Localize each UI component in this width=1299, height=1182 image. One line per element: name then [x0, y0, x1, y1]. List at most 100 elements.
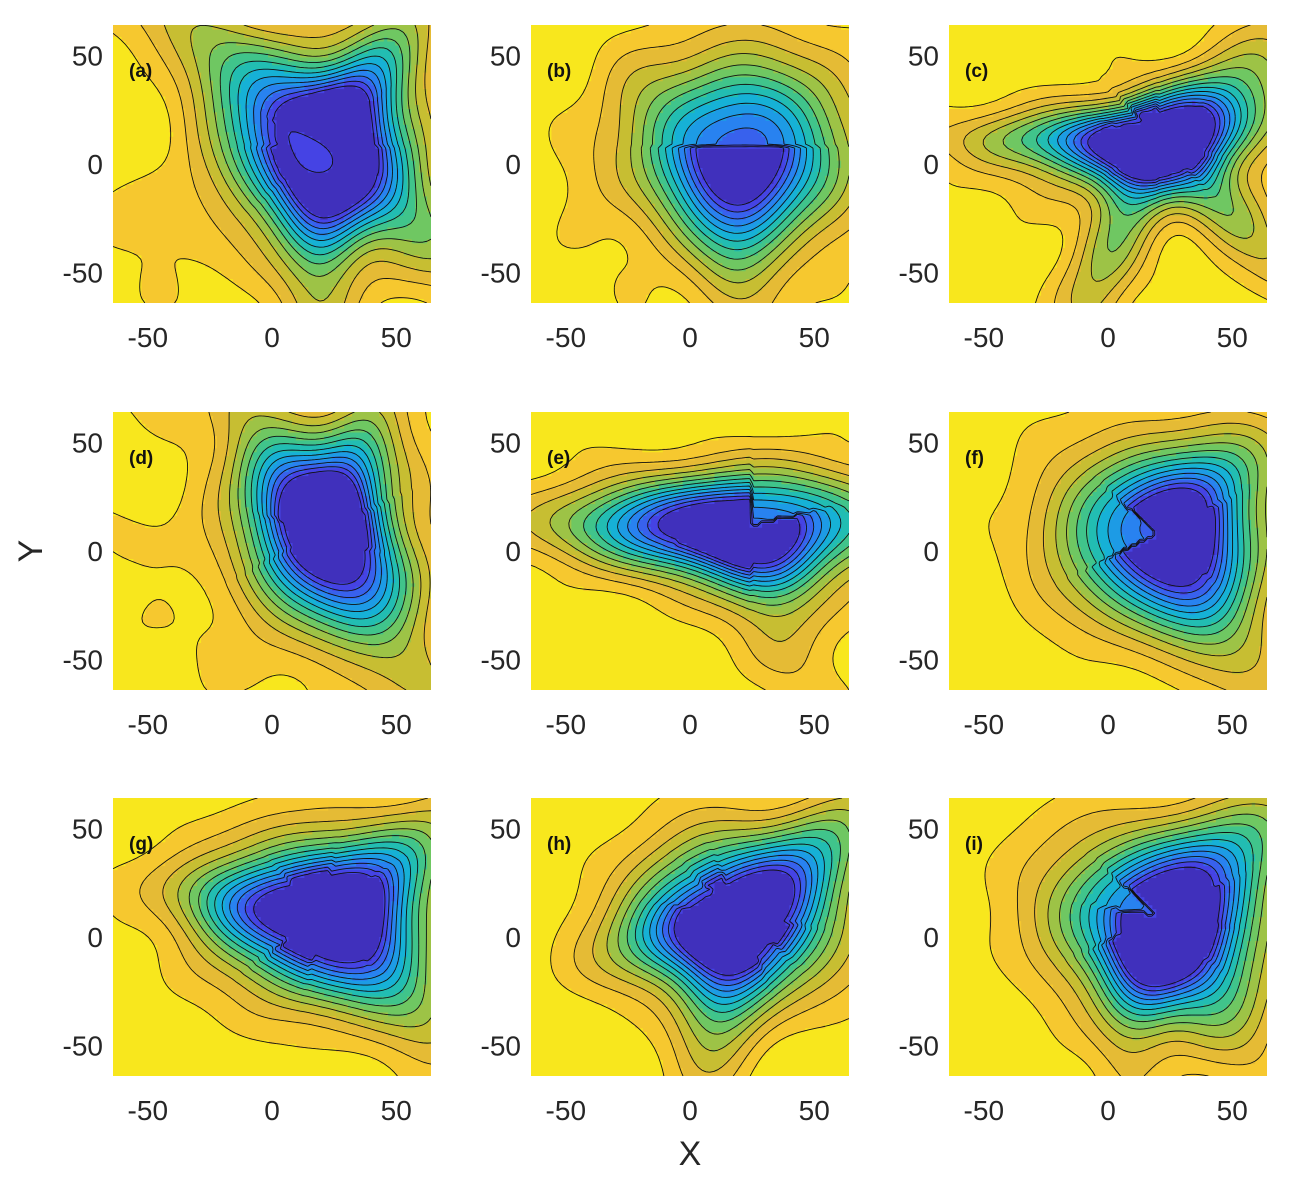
panel-label: (b): [547, 61, 571, 82]
x-tick-label: -50: [964, 1095, 1004, 1126]
contour-band: [594, 25, 849, 303]
contour-band: [618, 821, 849, 1033]
contour-band: [550, 463, 849, 616]
contour-band: [260, 451, 388, 612]
contour-band: [1044, 423, 1267, 675]
x-tick-label: -50: [964, 322, 1004, 353]
y-tick-label: -50: [481, 1031, 521, 1062]
contour-band: [634, 837, 834, 1014]
panel-label: (e): [547, 448, 570, 469]
x-tick-label: 50: [1217, 322, 1248, 353]
x-tick-label: 0: [682, 709, 698, 740]
contour-panel: (a) -50 0 50 -50 0 50: [63, 25, 431, 353]
x-tick-label: -50: [546, 322, 586, 353]
contour-band: [550, 25, 849, 303]
contour-panel: (h) -50 0 50 -50 0 50: [481, 798, 849, 1126]
x-tick-label: 0: [264, 709, 280, 740]
contour-band: [1036, 798, 1267, 1053]
contour-band: [686, 128, 794, 221]
y-tick-label: 50: [908, 40, 939, 71]
contour-band: [268, 455, 384, 604]
contour-band: [1123, 487, 1216, 588]
y-tick-label: 0: [505, 922, 521, 953]
contour-band: [228, 412, 420, 659]
contour-lines: [984, 798, 1267, 1076]
y-tick-label: 0: [923, 149, 939, 180]
contour-band: [140, 25, 431, 303]
y-tick-label: -50: [481, 258, 521, 289]
x-tick-label: 50: [799, 709, 830, 740]
contour-band: [208, 841, 420, 998]
contour-band: [614, 40, 849, 300]
contour-band: [1016, 798, 1267, 1076]
x-tick-label: 0: [1100, 709, 1116, 740]
contour-band: [964, 36, 1267, 303]
contour-band: [531, 25, 849, 303]
contour-band: [949, 412, 1177, 690]
contour-surface: [113, 798, 431, 1076]
y-tick-label: 0: [505, 536, 521, 567]
x-tick-label: 0: [682, 322, 698, 353]
contour-band: [113, 25, 431, 303]
y-tick-label: 0: [923, 922, 939, 953]
x-tick-label: 0: [682, 1095, 698, 1126]
contour-band: [1108, 857, 1232, 998]
contour-surface: [949, 412, 1267, 690]
y-tick-label: -50: [63, 645, 103, 676]
panel-label: (d): [129, 448, 153, 469]
contour-lines: [113, 25, 431, 303]
x-tick-label: -50: [546, 709, 586, 740]
contour-panel: (d) -50 0 50 -50 0 50: [63, 412, 431, 740]
panel-label: (h): [547, 834, 571, 855]
contour-band: [252, 68, 392, 237]
y-tick-label: 0: [87, 922, 103, 953]
contour-band: [642, 845, 826, 1006]
contour-band: [1088, 455, 1244, 628]
contour-band: [531, 431, 849, 690]
panel-label: (a): [129, 61, 152, 82]
contour-band: [236, 419, 416, 647]
contour-band: [1080, 100, 1220, 185]
contour-band: [1111, 865, 1220, 986]
contour-lines: [949, 25, 1267, 303]
contour-panel: (g) -50 0 50 -50 0 50: [63, 798, 431, 1126]
contour-lines: [548, 25, 849, 303]
y-tick-label: 50: [490, 427, 521, 458]
contour-band: [113, 412, 431, 690]
y-tick-label: 50: [72, 427, 103, 458]
contour-band: [220, 36, 416, 264]
contour-panel: (i) -50 0 50 -50 0 50: [899, 798, 1267, 1126]
contour-band: [244, 431, 408, 635]
contour-band: [113, 798, 396, 1076]
contour-band: [674, 869, 794, 978]
x-tick-label: 50: [381, 709, 412, 740]
contour-panel: (e) -50 0 50 -50 0 50: [481, 412, 849, 740]
x-tick-label: 0: [1100, 322, 1116, 353]
contour-band: [200, 412, 431, 690]
contour-band: [626, 491, 822, 580]
x-tick-label: 50: [799, 1095, 830, 1126]
panel-label: (g): [129, 834, 153, 855]
y-tick-label: -50: [899, 258, 939, 289]
contour-band: [594, 798, 849, 1073]
contour-band: [570, 471, 849, 608]
contour-surface: [113, 412, 431, 690]
y-tick-label: -50: [63, 1031, 103, 1062]
contour-surface: [531, 25, 849, 303]
contour-lines: [988, 412, 1267, 690]
contour-lines: [531, 433, 849, 690]
y-tick-label: -50: [899, 1031, 939, 1062]
contour-band: [1056, 431, 1267, 655]
contour-band: [216, 412, 431, 690]
contour-band: [697, 148, 786, 205]
y-tick-label: 50: [908, 427, 939, 458]
contour-band: [1108, 861, 1224, 994]
y-tick-label: 50: [490, 40, 521, 71]
contour-band: [164, 25, 431, 303]
y-tick-label: 0: [87, 536, 103, 567]
y-tick-label: 0: [923, 536, 939, 567]
contour-band: [949, 25, 1267, 303]
contour-surface: [949, 25, 1267, 303]
contour-band: [650, 849, 818, 998]
